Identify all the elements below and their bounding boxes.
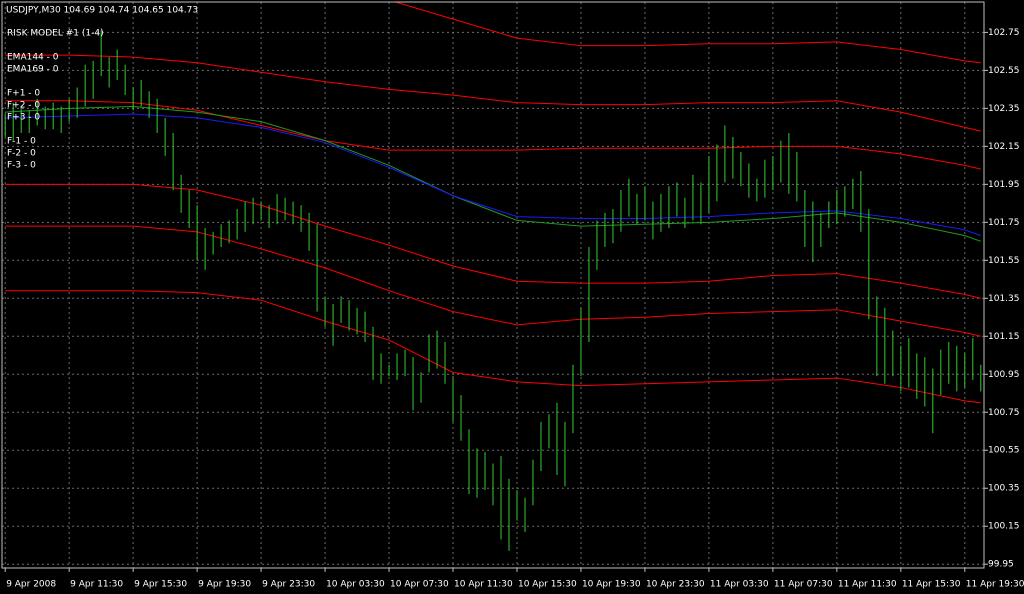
x-tick-label: 10 Apr 23:30: [646, 580, 705, 590]
indicator-label: RISK MODEL #1 (1-4): [7, 29, 104, 39]
indicator-label: F-2 - 0: [7, 149, 36, 159]
y-tick-label: 102.75: [988, 28, 1020, 38]
plot-area: [4, 2, 982, 551]
x-tick-label: 9 Apr 19:30: [198, 580, 251, 590]
y-tick-label: 102.15: [988, 142, 1020, 152]
y-tick-label: 100.95: [988, 370, 1020, 380]
indicator-line: [5, 225, 981, 337]
y-tick-label: 100.15: [988, 522, 1020, 532]
y-tick-label: 100.35: [988, 484, 1020, 494]
indicator-line: [5, 183, 981, 299]
indicator-line: [5, 105, 981, 242]
y-tick-label: 101.35: [988, 294, 1020, 304]
x-tick-label: 9 Apr 2008: [6, 580, 56, 590]
x-tick-label: 11 Apr 11:30: [838, 580, 897, 590]
x-tick-label: 11 Apr 07:30: [774, 580, 833, 590]
y-tick-label: 102.55: [988, 66, 1020, 76]
indicator-label: F-3 - 0: [7, 161, 36, 171]
y-tick-label: 100.55: [988, 446, 1020, 456]
indicator-label: EMA169 - 0: [7, 65, 59, 75]
indicator-label: F+1 - 0: [7, 89, 40, 99]
x-tick-label: 10 Apr 19:30: [582, 580, 641, 590]
x-tick-label: 11 Apr 15:30: [902, 580, 961, 590]
plot-frame: [1, 1, 985, 569]
x-tick-label: 10 Apr 15:30: [518, 580, 577, 590]
indicator-label: F-1 - 0: [7, 137, 36, 147]
indicator-line: [5, 100, 981, 170]
indicator-label: F+2 - 0: [7, 101, 40, 111]
y-tick-label: 101.15: [988, 332, 1020, 342]
x-tick-label: 10 Apr 03:30: [326, 580, 385, 590]
x-tick-label: 10 Apr 07:30: [390, 580, 449, 590]
grid: [2, 2, 984, 568]
indicator-label: F+3 - 0: [7, 113, 40, 123]
x-tick-label: 9 Apr 23:30: [262, 580, 315, 590]
indicator-line: [5, 113, 981, 237]
x-tick-label: 11 Apr 03:30: [710, 580, 769, 590]
y-tick-label: 99.95: [988, 560, 1014, 570]
y-tick-label: 101.55: [988, 256, 1020, 266]
indicator-line: [5, 290, 981, 404]
indicator-line: [393, 2, 981, 64]
x-tick-label: 11 Apr 19:30: [966, 580, 1024, 590]
y-tick-label: 102.35: [988, 104, 1020, 114]
y-tick-label: 101.75: [988, 218, 1020, 228]
y-tick-label: 100.75: [988, 408, 1020, 418]
chart-title: USDJPY,M30 104.69 104.74 104.65 104.73: [6, 6, 198, 16]
x-tick-label: 10 Apr 11:30: [454, 580, 513, 590]
indicator-label: EMA144 - 0: [7, 53, 59, 63]
x-tick-label: 9 Apr 15:30: [134, 580, 187, 590]
x-tick-label: 9 Apr 11:30: [70, 580, 123, 590]
indicator-line: [5, 54, 981, 132]
y-tick-label: 101.95: [988, 180, 1020, 190]
